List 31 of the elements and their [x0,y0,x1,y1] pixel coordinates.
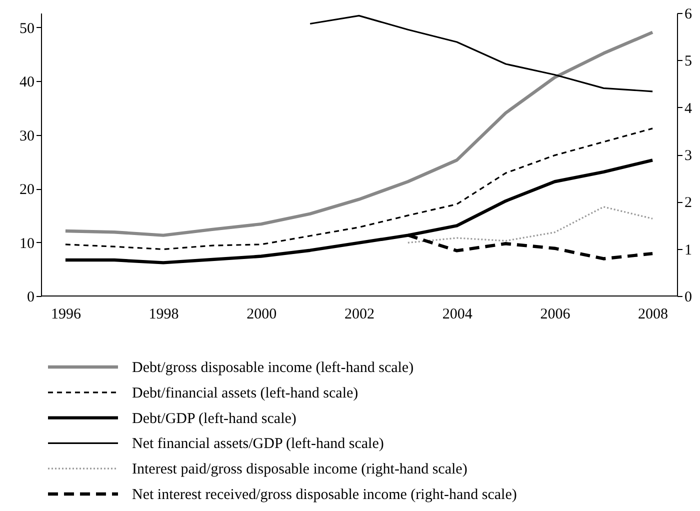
y2-tick-label: 4 [684,100,692,117]
y2-tick-label: 5 [684,54,692,70]
x-tick-label: 1996 [50,306,82,322]
legend-label: Net financial assets/GDP (left-hand scale) [132,436,384,452]
y-tick-label: 30 [20,128,34,144]
y-tick-label: 40 [20,74,34,91]
x-tick-label: 2006 [540,306,571,322]
line-series [64,30,654,237]
x-tick-label: 2008 [638,306,668,322]
y2-tick-label: 2 [684,195,692,212]
x-tick-label: 2004 [442,306,473,322]
line-series [64,128,654,250]
y2-tick-label: 0 [684,290,692,306]
y-tick-label: 50 [20,21,34,37]
legend-label: Net interest received/gross disposable income (right-hand scale) [132,487,517,503]
y2-tick-label: 6 [684,6,692,22]
y-tick-label: 0 [27,290,34,306]
legend-label: Debt/financial assets (left-hand scale) [132,385,358,402]
legend-label: Debt/GDP (left-hand scale) [132,410,296,427]
line-series [309,14,654,92]
x-tick-label: 2000 [246,306,277,322]
line-series [407,206,654,244]
line-series [64,158,654,264]
legend-label: Debt/gross disposable income (left-hand scale) [132,360,414,376]
x-tick-label: 2002 [344,306,374,322]
legend-label: Interest paid/gross disposable income (right-hand scale) [132,462,468,478]
y-tick-label: 20 [20,182,34,198]
y-tick-label: 10 [20,236,34,252]
y2-tick-label: 1 [684,242,692,258]
y2-tick-label: 3 [684,148,692,164]
x-tick-label: 1998 [148,306,179,322]
